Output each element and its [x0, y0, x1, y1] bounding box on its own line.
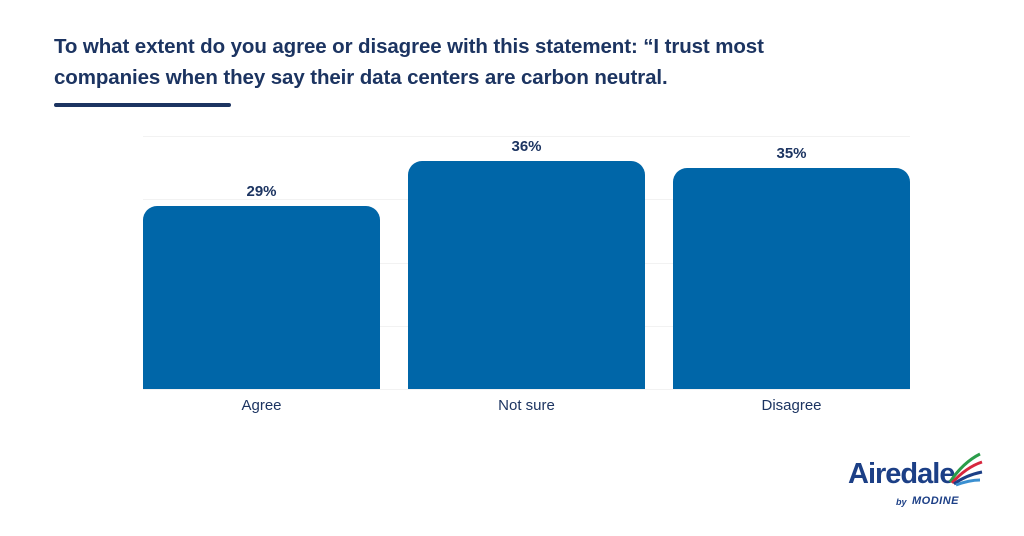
bar-disagree: [673, 167, 910, 389]
category-label: Disagree: [761, 397, 822, 414]
category-label: Agree: [241, 397, 282, 414]
bar-agree: [143, 205, 380, 389]
title-underline: [54, 103, 231, 107]
logo-brand-text: Airedale: [848, 458, 955, 490]
gridline: [143, 389, 910, 390]
value-label: 29%: [246, 182, 277, 200]
logo-modine-text: MODINE: [912, 495, 959, 507]
category-label: Not sure: [498, 397, 555, 414]
bar-not-sure: [408, 161, 645, 389]
value-label: 36%: [511, 138, 542, 156]
logo-by-text: by: [896, 497, 907, 507]
gridline: [143, 136, 910, 137]
logo-swirl-icon: [948, 452, 983, 487]
plot-area: 29% 36% 35%: [143, 136, 910, 390]
chart-title: To what extent do you agree or disagree …: [54, 35, 764, 89]
airedale-logo: Airedale by MODINE: [848, 452, 988, 512]
value-label: 35%: [776, 144, 807, 162]
